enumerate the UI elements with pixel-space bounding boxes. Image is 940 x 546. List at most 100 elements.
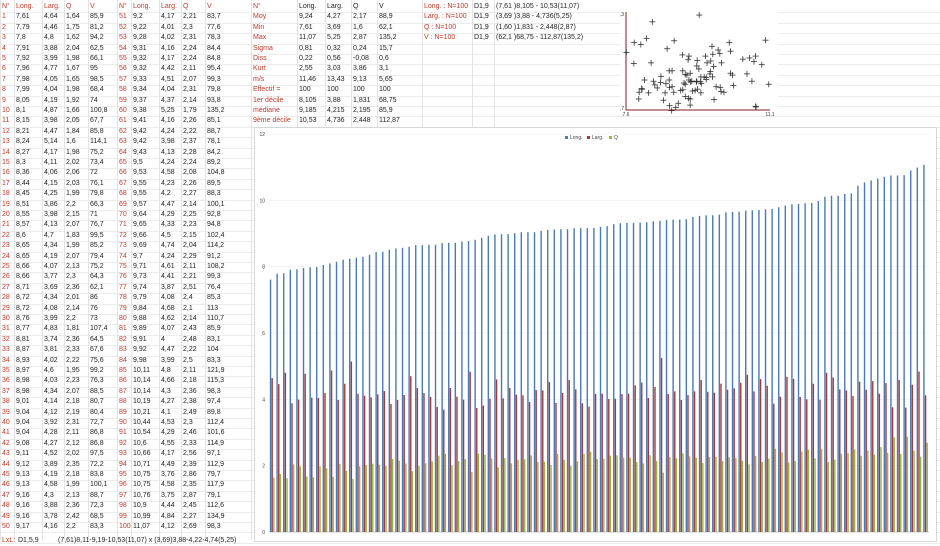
grid-row-line — [0, 64, 940, 66]
table2-cell: 2,48 — [183, 335, 197, 343]
table1-cell: 24 — [2, 252, 10, 260]
table1-cell: 2,13 — [66, 491, 80, 499]
table2-cell: 91 — [119, 429, 127, 437]
table2-cell: 81 — [119, 325, 127, 333]
chart-bar-larg — [905, 407, 907, 532]
table2-cell: 9,79 — [133, 294, 147, 302]
table2-cell: 92 — [119, 439, 127, 447]
stats-cell: médiane — [253, 107, 280, 114]
table1-cell: 4,19 — [44, 471, 58, 478]
table2-cell: 4,27 — [161, 398, 175, 406]
table1-cell: 3,74 — [44, 335, 58, 343]
table1-cell: 64,3 — [90, 273, 104, 281]
chart-bar-larg — [456, 396, 458, 532]
chart-bar-larg — [344, 383, 346, 532]
chart-bar-long — [481, 237, 483, 532]
chart-bar-q — [286, 478, 288, 532]
table2-cell: 9,32 — [133, 55, 147, 62]
chart-bar-larg — [436, 406, 438, 532]
chart-bar-long — [415, 245, 417, 532]
chart-bar-q — [391, 459, 394, 532]
chart-bar-q — [827, 462, 829, 532]
table2-cell: 2,27 — [183, 512, 197, 520]
table2-cell: 2,24 — [183, 44, 197, 52]
table1-cell: 79,4 — [90, 252, 104, 260]
table2-cell: 78,3 — [207, 34, 221, 42]
table1-cell: 8,57 — [16, 221, 30, 229]
table2-cell: 3,76 — [161, 471, 175, 478]
table1-cell: 4 — [2, 44, 6, 52]
table2-cell: 2,27 — [183, 190, 197, 198]
chart-bar-long — [923, 164, 925, 532]
chart-bar-long — [461, 241, 463, 532]
table2-cell: 2,1 — [183, 304, 193, 312]
chart-bar-larg — [522, 395, 524, 532]
table1-cell: 26 — [2, 273, 10, 281]
table2-cell: 100 — [119, 523, 131, 530]
table2-cell: 9,92 — [133, 346, 147, 354]
table2-cell: 9,5 — [133, 159, 143, 166]
table2-cell: 76,4 — [207, 283, 221, 291]
table1-cell: 71 — [90, 211, 98, 218]
chart-bar-larg — [482, 405, 485, 532]
scatter-plot: 5,3 3,77,6 11,1 — [617, 2, 778, 118]
chart-bar-q — [438, 455, 440, 532]
table1-cell: 86,8 — [90, 439, 104, 447]
chart-bar-larg — [489, 398, 491, 532]
chart-bar-q — [807, 449, 810, 532]
chart-bar-larg — [377, 394, 379, 532]
chart-ytick-label: 6 — [262, 331, 265, 337]
chart-bar-long — [830, 195, 833, 532]
table2-cell: 4,24 — [161, 127, 175, 135]
stats-cell: Effectif = — [253, 86, 281, 94]
table1-cell: 75,2 — [90, 148, 104, 156]
chart-bar-long — [606, 226, 608, 532]
chart-bar-q — [603, 458, 605, 532]
chart-bar-q — [781, 452, 783, 532]
table2-cell: 112,6 — [207, 502, 224, 510]
chart-bar-long — [665, 219, 668, 532]
table1-cell: 62,5 — [90, 44, 104, 52]
chart-bar-larg — [654, 387, 656, 532]
table1-cell: 2,22 — [66, 356, 80, 364]
table1-cell: 2,35 — [66, 460, 80, 468]
table1-cell: 2 — [2, 23, 6, 31]
grid-col-line — [42, 0, 43, 540]
table2-cell: 104 — [207, 346, 219, 354]
stats-cell: 11,07 — [299, 34, 316, 42]
table1-cell: 8,65 — [16, 242, 30, 250]
table1-cell: 3,77 — [44, 273, 58, 281]
bar-chart-svg: 0 2 4 6 8 10 12 Long. Larg. Q — [259, 132, 929, 536]
chart-bar-q — [405, 463, 407, 532]
table2-cell: 4,47 — [161, 200, 175, 208]
chart-bar-long — [428, 244, 430, 532]
chart-bar-long — [632, 222, 635, 532]
chart-bar-q — [682, 453, 684, 532]
table2-cell: 10,71 — [133, 460, 151, 468]
chart-bar-larg — [608, 399, 610, 532]
table2-cell: 9,57 — [133, 200, 147, 208]
stats-cell: 112,87 — [379, 117, 400, 125]
chart-bar-q — [675, 458, 678, 532]
table2-cell: 102,4 — [207, 231, 225, 239]
chart-bar-q — [372, 463, 374, 532]
chart-bar-q — [662, 472, 664, 532]
table2-cell: 89,2 — [207, 159, 221, 166]
table1-cell: 1,99 — [66, 481, 80, 489]
table2-cell: 96 — [119, 481, 127, 489]
chart-ytick-label: 4 — [262, 397, 265, 403]
table2-cell: 9,2 — [133, 13, 143, 21]
chart-bar-larg — [515, 394, 518, 532]
chart-bar-q — [444, 453, 447, 532]
chart-bar-q — [385, 465, 387, 532]
chart-bar-long — [857, 185, 859, 533]
chart-bar-long — [580, 228, 582, 532]
chart-bar-long — [494, 234, 496, 532]
table2-cell: 10,14 — [133, 377, 151, 385]
table1-cell: 33 — [2, 346, 10, 354]
chart-bar-larg — [726, 389, 729, 532]
table1-cell: 2,07 — [66, 387, 80, 395]
table2-cell: 2,35 — [183, 481, 197, 489]
chart-bar-larg — [535, 390, 537, 532]
stats-cell: 2,87 — [353, 34, 367, 42]
